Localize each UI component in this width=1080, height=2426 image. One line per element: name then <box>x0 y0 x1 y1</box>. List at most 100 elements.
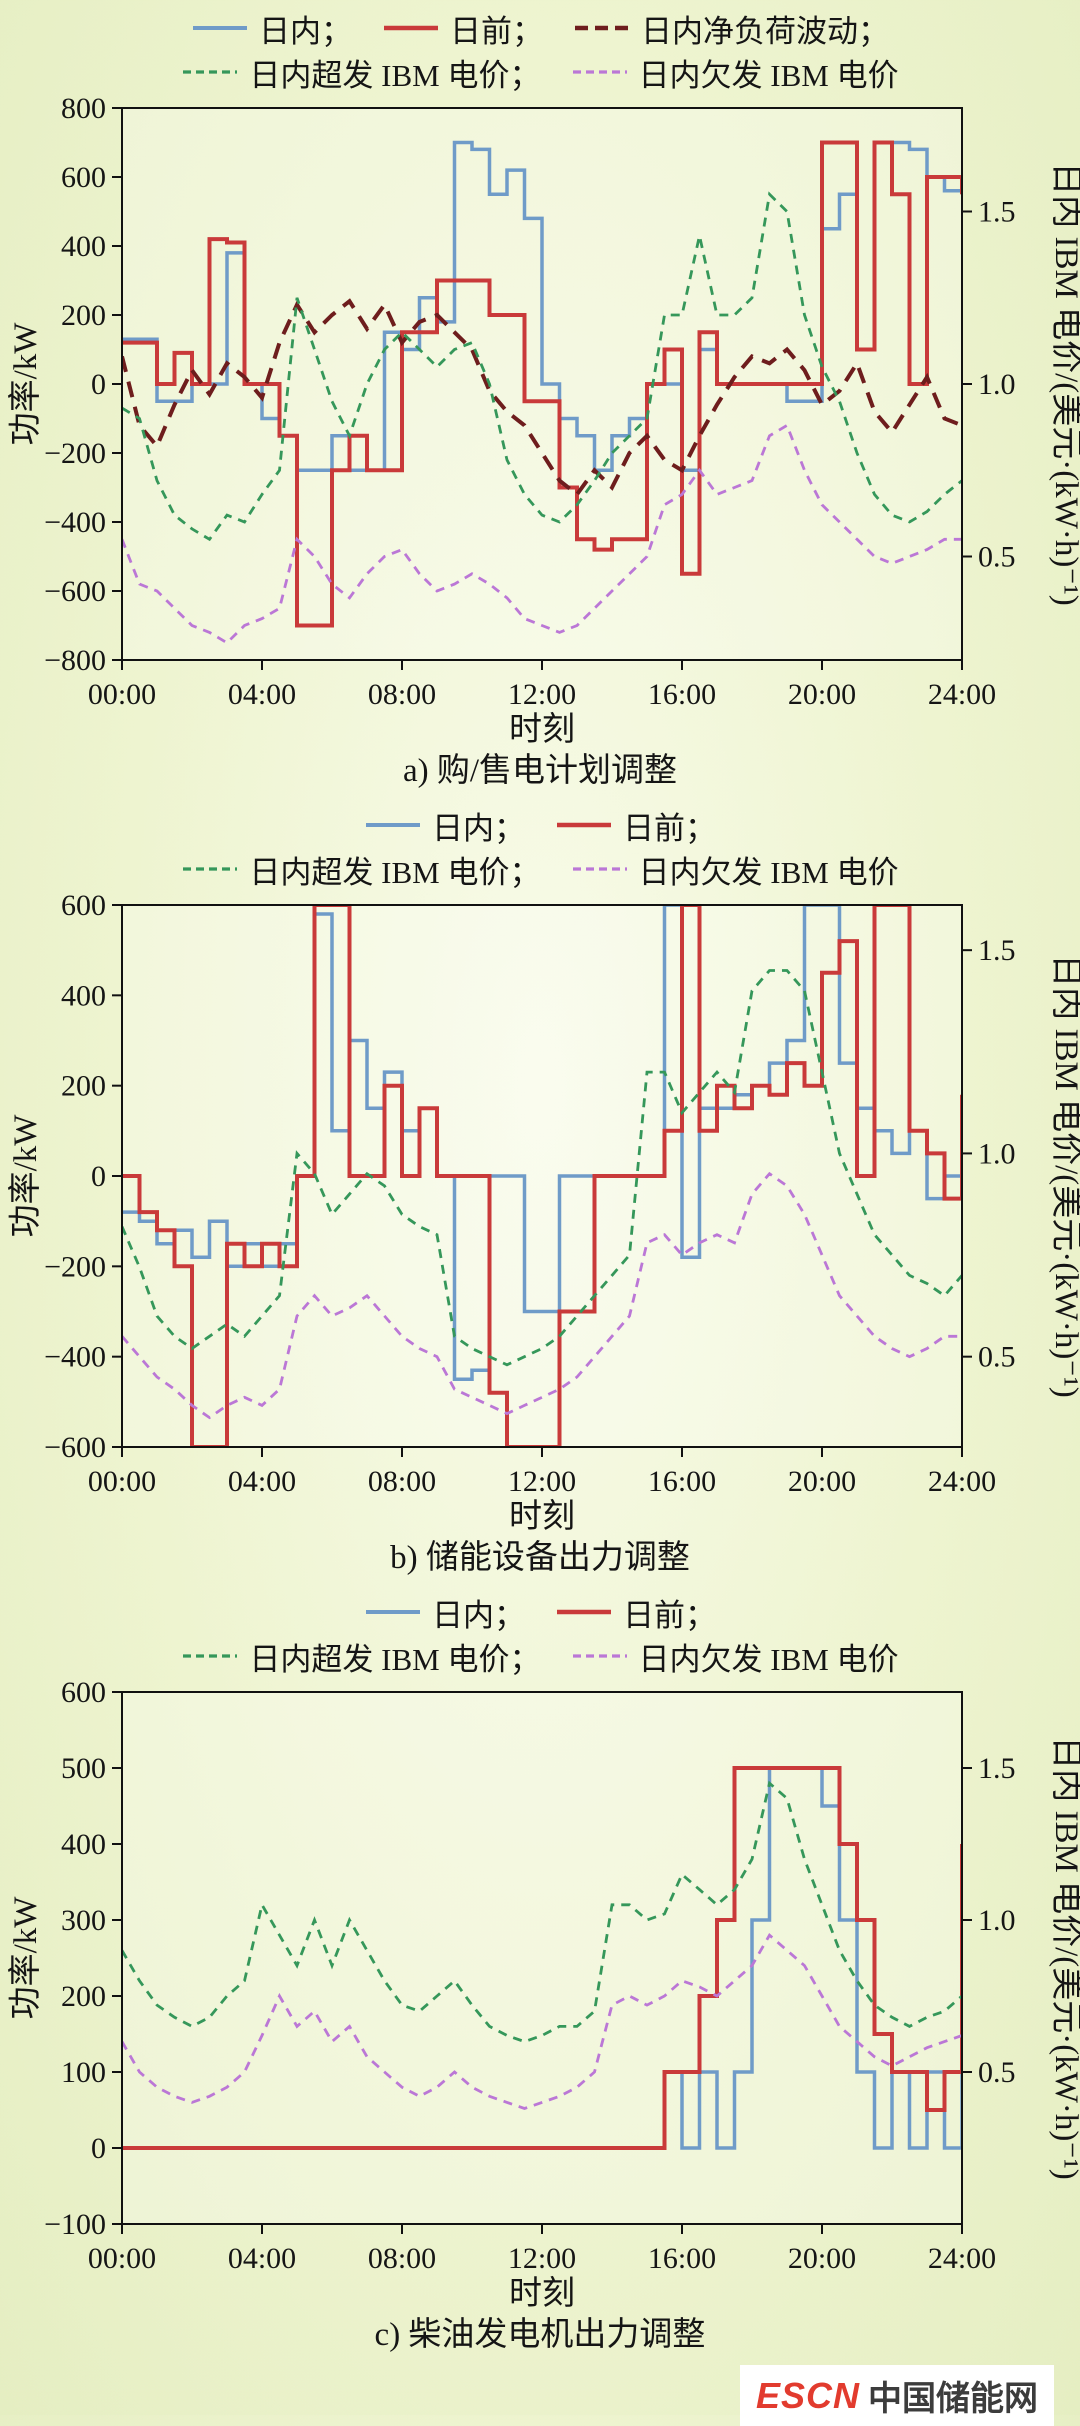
legend-row: 日内； 日前； <box>364 803 716 847</box>
caption-b: b) 储能设备出力调整 <box>390 1540 690 1576</box>
right-tick-label: 1.5 <box>978 934 1016 967</box>
chart-c: 日内； 日前； 日内超发 IBM 电价； 日内欠发 IBM 电价 −100 0 100 20… <box>0 1584 1080 2357</box>
x-axis-title: 时刻 <box>509 1498 575 1531</box>
plot-svg-a: −800 −600 −400 −200 0 200 400 600 800 0.5 1.0 1.5 00… <box>7 92 1080 748</box>
legend-swatch-intraday <box>366 823 420 827</box>
legend-item-day_ahead: 日前； <box>555 1590 716 1635</box>
plot-host: −600 −400 −200 0 200 400 600 0.5 1.0 1.5 00:00 04:0… <box>0 889 1080 1536</box>
chart-a: 日内； 日前； 日内净负荷波动； 日内超发 IBM 电价； 日内欠发 IBM 电价 −8… <box>0 0 1080 793</box>
legend-swatch-over_gen_price <box>183 867 238 871</box>
series-day_ahead <box>122 905 962 1447</box>
x-tick-label: 12:00 <box>508 678 576 711</box>
series-under_gen_price <box>122 423 962 645</box>
x-axis-title: 时刻 <box>509 2275 575 2308</box>
legend-label: 日内欠发 IBM 电价 <box>638 1641 899 1677</box>
caption-a: a) 购/售电计划调整 <box>402 753 678 789</box>
legend-swatch-intraday <box>193 26 247 30</box>
plot-svg-c: −100 0 100 200 300 400 500 600 0.5 1.0 1.5 00:00 04:… <box>7 1676 1080 2312</box>
legend-label: 日前； <box>623 1597 716 1633</box>
legend-swatch-intraday <box>366 1610 420 1614</box>
series-net_load <box>122 298 962 498</box>
legend-swatch-day_ahead <box>557 822 611 828</box>
left-tick-label: 400 <box>61 979 106 1012</box>
footer: ESCN 中国储能网 <box>0 2361 1080 2426</box>
legend-row: 日内； 日前； <box>364 1590 716 1634</box>
caption-c: c) 柴油发电机出力调整 <box>374 2317 706 2353</box>
x-tick-label: 12:00 <box>508 2242 576 2275</box>
x-tick-label: 00:00 <box>88 1465 156 1498</box>
legend-item-under_gen_price: 日内欠发 IBM 电价 <box>571 847 899 892</box>
legend-label: 日内； <box>432 1597 525 1633</box>
legend-label: 日内欠发 IBM 电价 <box>638 57 899 93</box>
legend-swatch-net_load <box>575 25 629 31</box>
legend-item-over_gen_price: 日内超发 IBM 电价； <box>181 1634 541 1679</box>
right-tick-label: 0.5 <box>978 541 1016 574</box>
plot-host: −800 −600 −400 −200 0 200 400 600 800 0.5 1.0 1.5 00… <box>0 92 1080 749</box>
legend-label: 日内欠发 IBM 电价 <box>638 854 899 890</box>
left-tick-label: −600 <box>44 575 106 608</box>
legend-label: 日内超发 IBM 电价； <box>249 854 541 890</box>
escn-brand: ESCN <box>755 2374 860 2416</box>
legend-item-under_gen_price: 日内欠发 IBM 电价 <box>571 50 899 95</box>
legend-swatch-day_ahead <box>557 1609 611 1615</box>
left-tick-label: 600 <box>61 161 106 194</box>
x-tick-label: 08:00 <box>368 1465 436 1498</box>
right-tick-label: 0.5 <box>978 2056 1016 2089</box>
left-tick-label: −400 <box>44 1341 106 1374</box>
left-tick-label: −800 <box>44 644 106 677</box>
x-tick-label: 16:00 <box>648 678 716 711</box>
legend-item-day_ahead: 日前； <box>382 6 543 51</box>
legend-item-intraday: 日内； <box>364 803 525 848</box>
left-tick-label: 800 <box>61 94 106 125</box>
legend-row: 日内超发 IBM 电价； 日内欠发 IBM 电价 <box>181 847 899 892</box>
x-tick-label: 24:00 <box>928 2242 996 2275</box>
legend-item-day_ahead: 日前； <box>555 803 716 848</box>
legend-swatch-over_gen_price <box>183 1654 238 1658</box>
left-tick-label: −100 <box>44 2208 106 2241</box>
left-tick-label: 400 <box>61 1828 106 1861</box>
series-over_gen_price <box>122 191 962 542</box>
legend-label: 日内超发 IBM 电价； <box>249 57 541 93</box>
series-intraday <box>122 905 962 1382</box>
x-tick-label: 08:00 <box>368 2242 436 2275</box>
legend: 日内； 日前； 日内超发 IBM 电价； 日内欠发 IBM 电价 <box>0 803 1080 891</box>
left-tick-label: 0 <box>91 2132 106 2165</box>
legend: 日内； 日前； 日内超发 IBM 电价； 日内欠发 IBM 电价 <box>0 1590 1080 1678</box>
right-tick-label: 1.5 <box>978 1752 1016 1785</box>
escn-name: 中国储能网 <box>868 2380 1038 2418</box>
left-tick-label: 200 <box>61 299 106 332</box>
left-tick-label: 0 <box>91 1160 106 1193</box>
legend-label: 日前； <box>623 810 716 846</box>
left-axis-title: 功率/kW <box>7 322 44 446</box>
legend-label: 日内； <box>432 810 525 846</box>
left-tick-label: 600 <box>61 1678 106 1709</box>
legend-row: 日内； 日前； 日内净负荷波动； <box>191 6 889 50</box>
legend-item-under_gen_price: 日内欠发 IBM 电价 <box>571 1634 899 1679</box>
x-tick-label: 08:00 <box>368 678 436 711</box>
legend-row: 日内超发 IBM 电价； 日内欠发 IBM 电价 <box>181 50 899 95</box>
x-tick-label: 24:00 <box>928 1465 996 1498</box>
legend-label: 日前； <box>450 13 543 49</box>
right-tick-label: 1.0 <box>978 1904 1016 1937</box>
legend-swatch-over_gen_price <box>183 70 238 74</box>
x-tick-label: 24:00 <box>928 678 996 711</box>
series-day_ahead <box>122 1766 962 2150</box>
left-tick-label: −200 <box>44 437 106 470</box>
legend-swatch-under_gen_price <box>572 70 627 74</box>
left-tick-label: 200 <box>61 1070 106 1103</box>
legend-swatch-under_gen_price <box>572 1654 627 1658</box>
x-tick-label: 20:00 <box>788 2242 856 2275</box>
legend-item-over_gen_price: 日内超发 IBM 电价； <box>181 50 541 95</box>
left-tick-label: −200 <box>44 1250 106 1283</box>
x-tick-label: 16:00 <box>648 2242 716 2275</box>
left-tick-label: 0 <box>91 368 106 401</box>
legend-row: 日内超发 IBM 电价； 日内欠发 IBM 电价 <box>181 1634 899 1679</box>
right-tick-label: 0.5 <box>978 1341 1016 1374</box>
x-tick-label: 20:00 <box>788 1465 856 1498</box>
x-tick-label: 00:00 <box>88 678 156 711</box>
left-axis-title: 功率/kW <box>7 1896 44 2020</box>
x-axis-title: 时刻 <box>509 711 575 744</box>
left-tick-label: 600 <box>61 891 106 922</box>
plot-host: −100 0 100 200 300 400 500 600 0.5 1.0 1.5 00:00 04:… <box>0 1676 1080 2313</box>
left-tick-label: 400 <box>61 230 106 263</box>
